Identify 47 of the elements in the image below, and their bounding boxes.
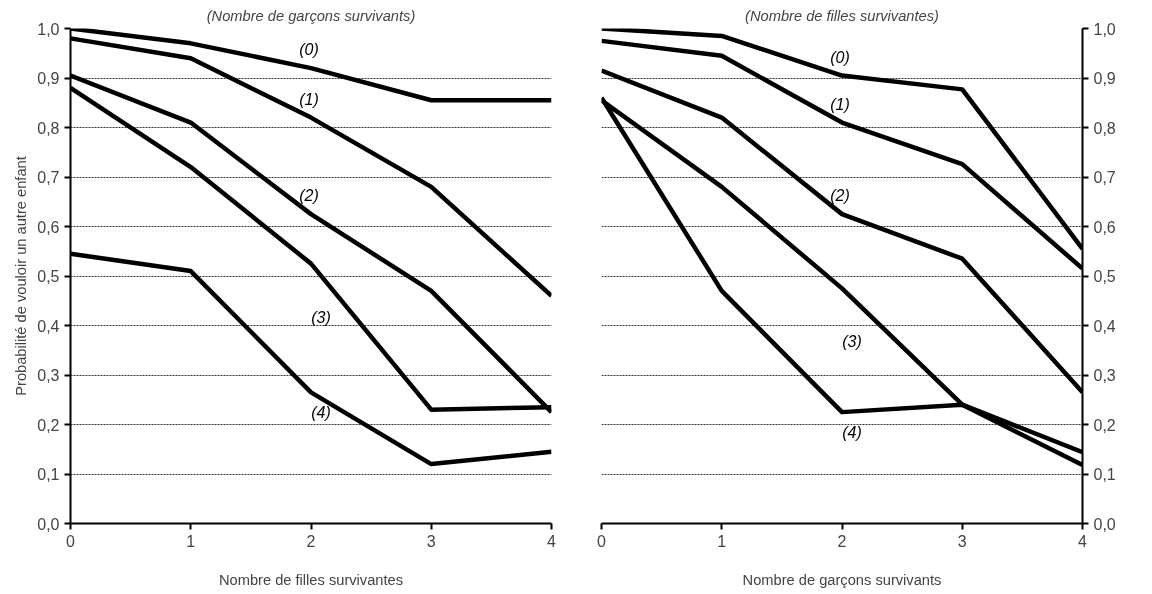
series-label: (2) [299, 187, 319, 205]
series-label: (3) [311, 308, 331, 326]
y-tick-label: 0,0 [1093, 515, 1116, 533]
y-tick-label: 0,9 [37, 70, 60, 87]
x-axis-title: Nombre de filles survivantes [218, 571, 404, 588]
series-label: (0) [830, 48, 850, 66]
x-tick-label: 4 [1078, 532, 1088, 550]
y-tick-label: 0,1 [37, 466, 60, 483]
x-tick-label: 4 [547, 532, 557, 550]
x-tick-label: 1 [717, 532, 727, 550]
y-tick-label: 1,0 [1093, 20, 1116, 38]
y-axis-title: Probabilité de vouloir un autre enfant [13, 156, 30, 396]
y-tick-label: 0,3 [37, 367, 60, 384]
y-tick-label: 0,8 [37, 119, 60, 137]
x-tick-label: 3 [426, 532, 436, 550]
series-label: (2) [830, 187, 850, 205]
series-label: (4) [842, 424, 862, 442]
x-tick-label: 2 [837, 532, 847, 550]
y-tick-label: 0,7 [37, 169, 60, 186]
y-tick-label: 0,5 [1093, 268, 1116, 285]
x-tick-label: 0 [597, 532, 607, 550]
y-tick-label: 1,0 [37, 20, 60, 38]
y-tick-label: 0,0 [37, 515, 60, 533]
y-tick-label: 0,6 [37, 218, 60, 236]
x-tick-label: 3 [957, 532, 967, 550]
y-tick-label: 0,2 [37, 416, 60, 434]
x-tick-label: 2 [306, 532, 316, 550]
y-tick-label: 0,4 [1093, 317, 1116, 335]
y-tick-label: 0,1 [1093, 466, 1116, 483]
y-tick-label: 0,5 [37, 268, 60, 285]
y-tick-label: 0,6 [1093, 218, 1116, 236]
y-tick-label: 0,2 [1093, 416, 1116, 434]
series-label: (0) [299, 41, 319, 59]
chart-title: (Nombre de filles survivantes) [745, 7, 939, 24]
y-tick-label: 0,4 [37, 317, 60, 335]
y-tick-label: 0,9 [1093, 70, 1116, 87]
x-tick-label: 0 [66, 532, 76, 550]
x-axis-title: Nombre de garçons survivants [742, 571, 942, 588]
series-label: (3) [842, 333, 862, 351]
y-tick-label: 0,8 [1093, 119, 1116, 137]
x-tick-label: 1 [186, 532, 196, 550]
series-label: (1) [299, 90, 319, 108]
series-label: (4) [311, 404, 331, 422]
series-label: (1) [830, 95, 850, 113]
y-tick-label: 0,7 [1093, 169, 1116, 186]
y-tick-label: 0,3 [1093, 367, 1116, 384]
chart-title: (Nombre de garçons survivants) [206, 7, 416, 24]
